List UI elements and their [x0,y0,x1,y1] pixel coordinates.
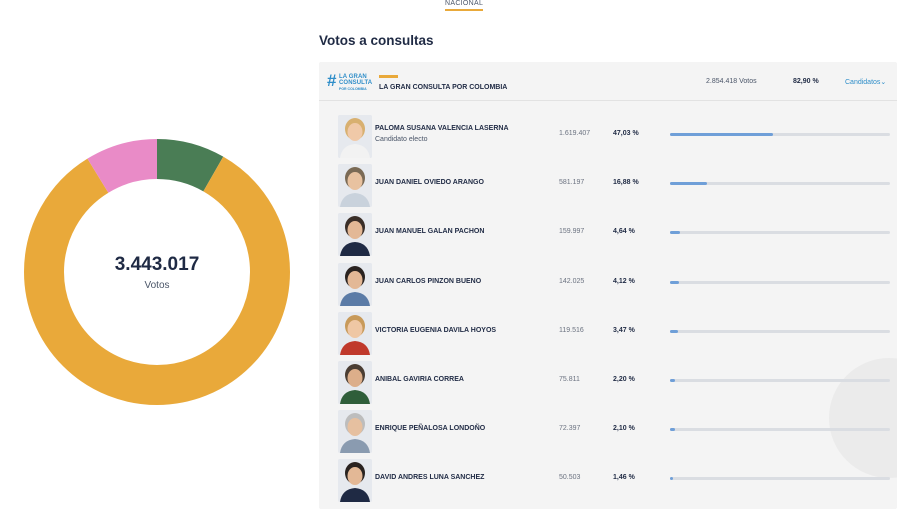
person-icon [338,213,372,257]
candidate-progress-fill [670,133,774,136]
candidate-name: JUAN CARLOS PINZON BUENO [375,277,482,285]
donut-center: 3.443.017 Votos [24,139,290,405]
candidatos-button-label: Candidatos [845,79,881,86]
candidate-progress-track [670,477,890,481]
candidate-name: JUAN MANUEL GALAN PACHON [375,228,485,236]
candidate-percentage: 4,12 % [613,277,635,285]
candidate-photo [338,311,372,355]
candidate-photo [338,115,372,158]
candidate-votes: 1.619.407 [559,130,591,137]
candidate-progress-track [670,428,890,432]
candidate-row[interactable]: PALOMA SUSANA VALENCIA LASERNA Candidato … [319,112,897,160]
candidate-percentage: 4,64 % [613,228,635,236]
logo-line-1: LA GRAN [339,74,367,80]
candidate-photo [338,361,372,404]
candidate-percentage: 2,20 % [613,376,635,383]
candidate-name: ANIBAL GAVIRIA CORREA [375,376,464,383]
donut-segment-pink[interactable] [24,139,290,405]
candidate-progress-track [670,133,890,136]
candidate-percentage: 16,88 % [613,179,639,187]
candidate-percentage: 1,46 % [613,474,635,482]
chevron-down-icon: ⌄ [880,79,887,86]
candidate-percentage: 2,10 % [613,425,635,433]
candidate-progress-track [670,379,890,382]
candidate-row[interactable]: ENRIQUE PEÑALOSA LONDOÑO 72.397 2,10 % [319,407,897,455]
candidate-row[interactable]: JUAN MANUEL GALAN PACHON 159.997 4,64 % [319,210,897,258]
candidate-votes: 75.811 [559,376,580,383]
candidate-name: ENRIQUE PEÑALOSA LONDOÑO [375,425,486,433]
person-icon [338,262,372,306]
person-icon [338,164,372,208]
candidate-progress-fill [670,231,681,235]
candidate-percentage: 47,03 % [613,130,639,137]
consulta-votes: 2.854.418 Votos [706,78,757,85]
consulta-panel: # LA GRAN CONSULTA POR COLOMBIA LA GRAN … [319,62,897,509]
tab-nacional[interactable]: NACIONAL [445,0,484,11]
candidate-votes: 142.025 [559,277,585,285]
person-icon [338,459,372,503]
candidate-photo [338,410,372,454]
candidate-progress-track [670,280,890,284]
candidate-votes: 581.197 [559,179,585,187]
candidate-row[interactable]: DAVID ANDRES LUNA SANCHEZ 50.503 1,46 % [319,456,897,504]
logo-line-2: CONSULTA [339,80,373,86]
candidate-photo [338,262,372,306]
section-title: Votos a consultas [319,33,434,48]
candidate-votes: 72.397 [559,425,581,433]
logo-text: LA GRAN CONSULTA [339,74,372,86]
candidate-progress-fill [670,280,680,284]
candidate-name: DAVID ANDRES LUNA SANCHEZ [375,474,485,482]
candidate-progress-track [670,231,890,235]
logo-line-3: POR COLOMBIA [339,87,367,91]
donut-total-votes: 3.443.017 [114,253,200,275]
candidate-row[interactable]: JUAN DANIEL OVIEDO ARANGO 581.197 16,88 % [319,161,897,209]
candidate-progress-track [670,329,890,333]
logo-hash: # [327,71,337,90]
candidate-row[interactable]: JUAN CARLOS PINZON BUENO 142.025 4,12 % [319,260,897,308]
candidatos-button[interactable]: Candidatos⌄ [845,78,886,86]
accent-line [379,75,398,78]
votes-donut-chart: 3.443.017 Votos [24,139,290,405]
person-icon [338,115,372,158]
consulta-name: LA GRAN CONSULTA POR COLOMBIA [379,84,508,91]
candidate-votes: 119.516 [559,326,584,334]
donut-svg [24,139,290,405]
consulta-header: # LA GRAN CONSULTA POR COLOMBIA LA GRAN … [319,62,897,101]
candidate-name: JUAN DANIEL OVIEDO ARANGO [375,179,484,187]
person-icon [338,410,372,454]
candidate-status: Candidato electo [375,136,428,143]
gran-consulta-logo: # LA GRAN CONSULTA POR COLOMBIA [327,71,373,93]
candidate-progress-fill [670,182,708,186]
candidate-row[interactable]: VICTORIA EUGENIA DAVILA HOYOS 119.516 3,47… [319,309,897,357]
candidate-votes: 50.503 [559,474,581,482]
candidate-name: PALOMA SUSANA VALENCIA LASERNA [375,125,509,132]
candidate-progress-fill [670,329,678,333]
candidate-votes: 159.997 [559,228,585,236]
candidate-progress-fill [670,379,675,382]
candidate-name: VICTORIA EUGENIA DAVILA HOYOS [375,326,497,334]
candidate-photo [338,164,372,208]
candidate-row[interactable]: ANIBAL GAVIRIA CORREA 75.811 2,20 % [319,358,897,406]
donut-votes-label: Votos [144,279,170,291]
candidate-photo [338,459,372,503]
consulta-percentage: 82,90 % [793,78,819,85]
candidate-percentage: 3,47 % [613,326,635,334]
person-icon [338,361,372,404]
candidate-progress-fill [670,428,675,432]
candidate-photo [338,213,372,257]
candidate-progress-fill [670,477,674,481]
candidate-progress-track [670,182,890,186]
donut-segment-orange[interactable] [24,139,290,405]
person-icon [338,311,372,355]
